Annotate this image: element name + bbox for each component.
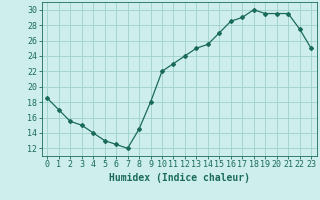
X-axis label: Humidex (Indice chaleur): Humidex (Indice chaleur) [109, 173, 250, 183]
